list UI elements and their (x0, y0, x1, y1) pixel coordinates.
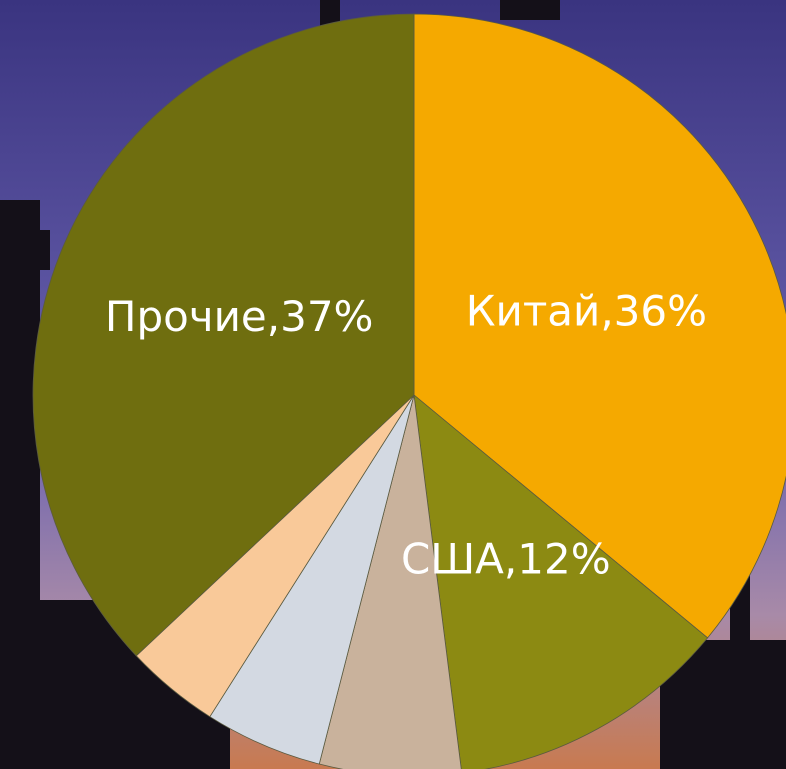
pie: Китай,36% США,12% Прочие,37% (33, 14, 786, 769)
slice-label: Прочие,37% (105, 292, 374, 341)
chart: Китай,36% США,12% Прочие,37% (0, 0, 786, 769)
page: {"chart_data": {"type": "pie", "values":… (0, 0, 786, 769)
slice-label: США,12% (401, 534, 611, 583)
slice-label: Китай,36% (466, 286, 707, 335)
